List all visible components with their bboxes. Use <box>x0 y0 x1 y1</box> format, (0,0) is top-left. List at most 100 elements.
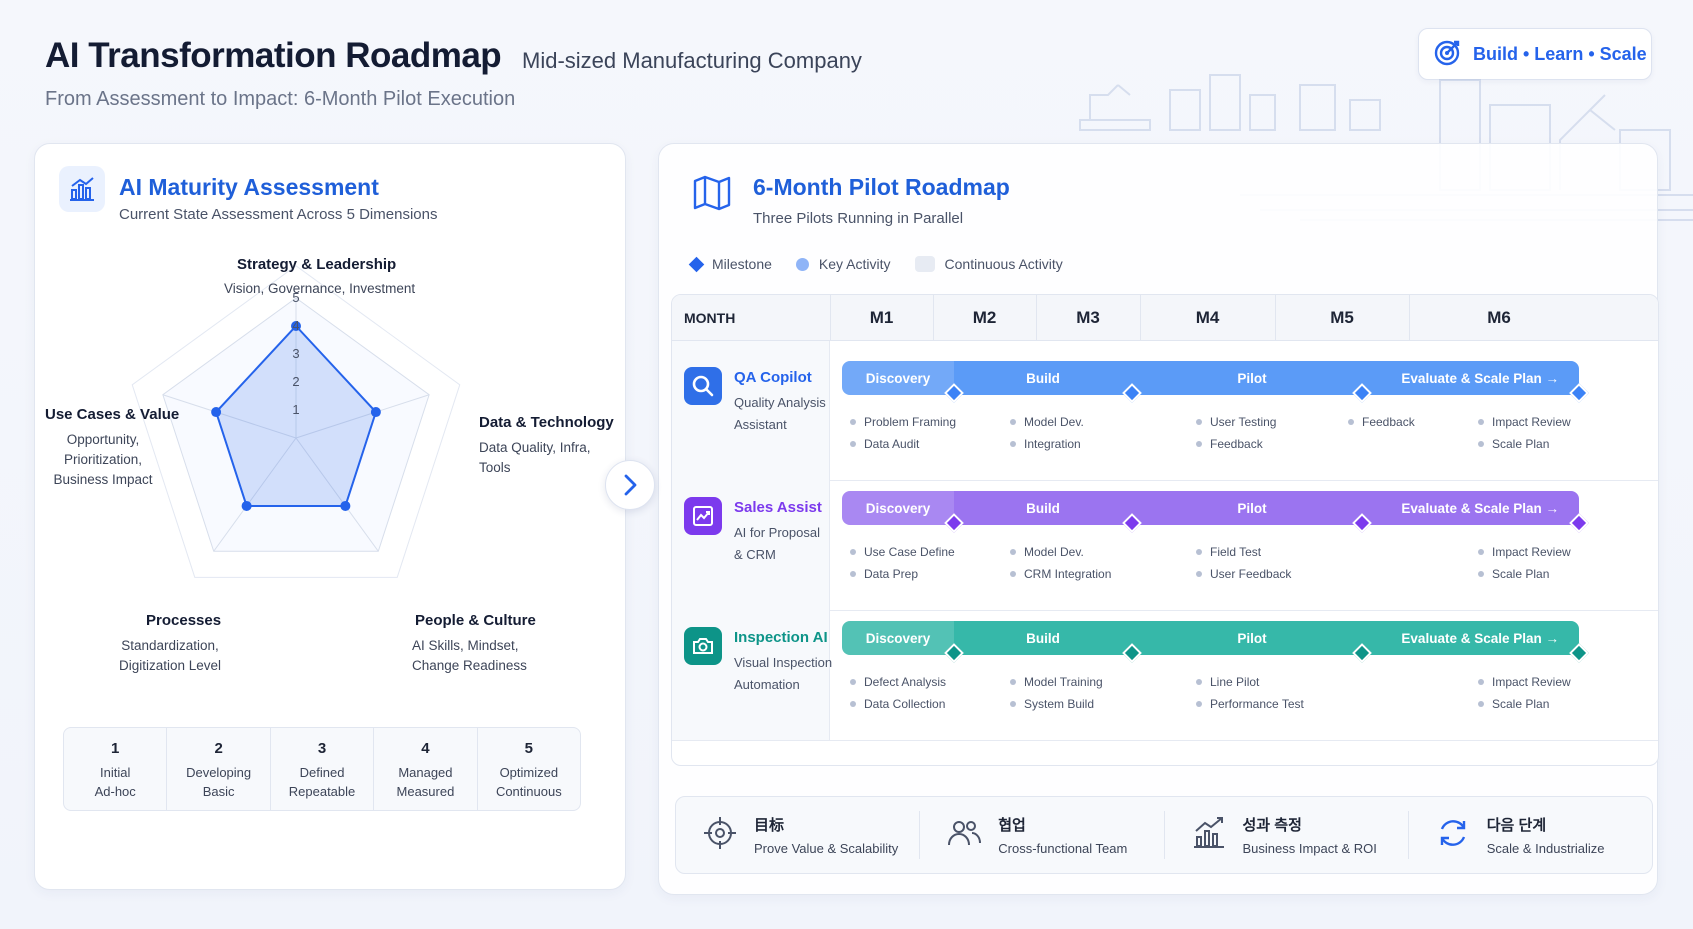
activity-item: User Feedback <box>1196 563 1291 585</box>
phase-bar-3: Evaluate & Scale Plan → <box>1372 621 1579 655</box>
activity-item: Feedback <box>1348 411 1415 433</box>
milestone-diamond-icon <box>688 256 705 272</box>
phase-bar-1: Build <box>954 361 1132 395</box>
bar-chart-icon <box>59 166 105 212</box>
pilot-desc: Visual Inspection Automation <box>734 655 833 692</box>
activity-item: Impact Review <box>1478 541 1571 563</box>
team-icon <box>946 815 982 856</box>
activity-item: Scale Plan <box>1478 563 1571 585</box>
radar-data-point <box>211 407 222 418</box>
activity-list: Defect Analysis Data Collection <box>850 671 946 715</box>
activity-item: Scale Plan <box>1478 693 1571 715</box>
activity-item: Model Training <box>1010 671 1103 693</box>
pilot-row-qa-copilot: QA Copilot Quality Analysis Assistant Dis… <box>672 341 1658 481</box>
month-header: MONTH M1 M2 M3 M4 M5 M6 <box>672 295 1658 341</box>
pilot-name: Sales Assist <box>734 499 822 516</box>
scale-level-5: 5 Optimized Continuous <box>495 740 562 799</box>
assessment-title: AI Maturity Assessment <box>119 174 379 200</box>
month-m2: M2 <box>972 308 997 327</box>
activity-list: Problem Framing Data Audit <box>850 411 956 455</box>
summary-measurement: 성과 측정 Business Impact & ROI <box>1165 811 1409 859</box>
axis-desc-data: Data Quality, Infra, Tools <box>479 440 591 475</box>
growth-chart-icon <box>1191 815 1227 856</box>
roadmap-grid: MONTH M1 M2 M3 M4 M5 M6 QA Copilot Quali… <box>671 294 1659 766</box>
activity-list: Impact Review Scale Plan <box>1478 541 1571 585</box>
pilot-name: QA Copilot <box>734 369 812 386</box>
activity-item: Defect Analysis <box>850 671 946 693</box>
month-label: MONTH <box>684 310 736 326</box>
phase-bar-0: Discovery <box>842 361 954 395</box>
cycle-icon <box>1435 815 1471 856</box>
phase-bar-2: Pilot <box>1132 621 1372 655</box>
radar-outer-ring <box>131 265 461 578</box>
activity-item: CRM Integration <box>1010 563 1111 585</box>
radar-data-point <box>340 500 351 511</box>
month-m1: M1 <box>869 308 894 327</box>
phase-bar-2: Pilot <box>1132 361 1372 395</box>
key-activity-dot-icon <box>795 257 809 271</box>
axis-desc-strategy: Vision, Governance, Investment <box>224 281 416 296</box>
summary-next-step: 다음 단계 Scale & Industrialize <box>1409 811 1652 859</box>
map-icon <box>689 170 735 216</box>
page-title: AI Transformation Roadmap <box>45 36 502 75</box>
axis-label-strategy: Strategy & Leadership <box>237 256 397 273</box>
badge-label: Build • Learn • Scale <box>1473 43 1647 64</box>
phase-bar-0: Discovery <box>842 621 954 655</box>
radar-axis-line <box>295 437 379 552</box>
activity-item: Field Test <box>1196 541 1291 563</box>
activity-list: Model Dev. Integration <box>1010 411 1084 455</box>
activity-item: Impact Review <box>1478 671 1571 693</box>
scale-level-4: 4 Managed Measured <box>374 728 478 810</box>
radar-tick-label: 3 <box>292 346 299 361</box>
radar-tick-label: 4 <box>292 318 299 333</box>
legend-continuous: Continuous Activity <box>914 256 1063 272</box>
assessment-subtitle: Current State Assessment Across 5 Dimens… <box>119 206 438 223</box>
month-m4: M4 <box>1195 308 1220 327</box>
activity-list: Field Test User Feedback <box>1196 541 1291 585</box>
month-m5: M5 <box>1330 308 1354 327</box>
radar-tick-label: 5 <box>292 290 299 305</box>
activity-item: System Build <box>1010 693 1103 715</box>
activity-item: Impact Review <box>1478 411 1571 433</box>
month-m3: M3 <box>1076 308 1100 327</box>
pilot-desc: AI for Proposal & CRM <box>734 525 820 562</box>
chevron-right-icon <box>624 474 637 496</box>
phase-bar-0: Discovery <box>842 491 954 525</box>
pilot-roadmap-panel: 6-Month Pilot Roadmap Three Pilots Runni… <box>658 143 1659 895</box>
target-icon <box>702 815 738 856</box>
axis-label-data: Data & Technology <box>479 414 614 431</box>
activity-item: Integration <box>1010 433 1084 455</box>
activity-list: User Testing Feedback <box>1196 411 1276 455</box>
roadmap-subtitle: Three Pilots Running in Parallel <box>753 210 964 227</box>
month-m6: M6 <box>1487 308 1511 327</box>
maturity-scale: 1 Initial Ad-hoc 2 Developing Basic 3 Defined… <box>63 727 581 811</box>
axis-desc-people: AI Skills, Mindset, Change Readiness <box>412 638 527 673</box>
camera-icon <box>684 627 722 665</box>
ai-maturity-assessment-panel: AI Maturity Assessment Current State Ass… <box>34 143 626 890</box>
scale-level-2: 2 Developing Basic <box>167 728 271 810</box>
radar-tick-label: 1 <box>292 402 299 417</box>
radar-data-point <box>291 321 301 331</box>
trend-chart-icon <box>684 497 722 535</box>
pilot-desc: Quality Analysis Assistant <box>734 395 826 432</box>
legend-milestone: Milestone <box>688 256 772 272</box>
legend-key-activity: Key Activity <box>795 256 891 272</box>
axis-desc-processes: Standardization, Digitization Level <box>119 638 222 673</box>
radar-chart: 1 2 3 4 5 <box>131 265 461 578</box>
axis-label-processes: Processes <box>146 612 222 629</box>
activity-item: Model Dev. <box>1010 541 1111 563</box>
activity-item: Data Prep <box>850 563 955 585</box>
activity-item: Data Audit <box>850 433 956 455</box>
activity-item: Performance Test <box>1196 693 1304 715</box>
activity-list: Model Dev. CRM Integration <box>1010 541 1111 585</box>
axis-label-use-cases: Use Cases & Value <box>45 406 180 423</box>
activity-list: Model Training System Build <box>1010 671 1103 715</box>
magnifier-icon <box>684 367 722 405</box>
phase-bar-1: Build <box>954 491 1132 525</box>
activity-list: Impact Review Scale Plan <box>1478 411 1571 455</box>
axis-label-people: People & Culture <box>415 612 536 629</box>
next-arrow-button[interactable] <box>605 460 655 510</box>
activity-list: Line Pilot Performance Test <box>1196 671 1304 715</box>
summary-collaboration: 협업 Cross-functional Team <box>920 811 1165 859</box>
radar-axis-line <box>162 394 297 439</box>
